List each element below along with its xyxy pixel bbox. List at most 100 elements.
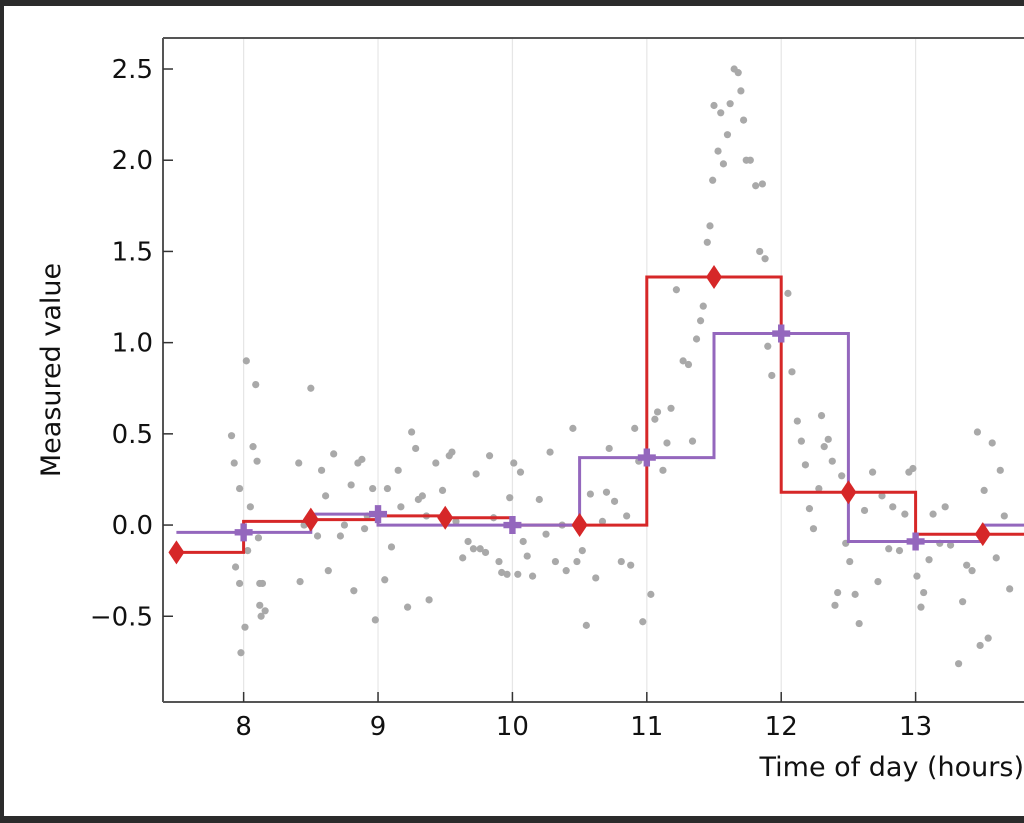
scatter-point — [618, 558, 625, 565]
scatter-point — [236, 580, 243, 587]
scatter-point — [482, 549, 489, 556]
scatter-point — [752, 182, 759, 189]
scatter-point — [802, 461, 809, 468]
scatter-point — [737, 87, 744, 94]
scatter-point — [861, 507, 868, 514]
scatter-point — [395, 467, 402, 474]
scatter-point — [717, 109, 724, 116]
scatter-point — [856, 620, 863, 627]
scatter-point — [503, 571, 510, 578]
scatter-point — [825, 436, 832, 443]
scatter-point — [756, 248, 763, 255]
scatter-point — [659, 467, 666, 474]
x-tick-label: 13 — [899, 712, 932, 742]
scatter-point — [925, 556, 932, 563]
y-tick-label: 2.0 — [112, 146, 153, 176]
scatter-point — [337, 532, 344, 539]
scatter-point — [693, 335, 700, 342]
scatter-point — [262, 607, 269, 614]
scatter-point — [981, 487, 988, 494]
scatter-point — [852, 591, 859, 598]
scatter-point — [963, 562, 970, 569]
scatter-point — [404, 604, 411, 611]
y-tick-label: 1.0 — [112, 329, 153, 359]
scatter-point — [959, 598, 966, 605]
x-tick-label: 9 — [370, 712, 387, 742]
scatter-point — [1001, 512, 1008, 519]
x-tick-label: 11 — [630, 712, 663, 742]
scatter-point — [256, 602, 263, 609]
scatter-point — [623, 512, 630, 519]
scatter-point — [369, 485, 376, 492]
figure-background — [4, 6, 1024, 816]
scatter-point — [697, 317, 704, 324]
scatter-point — [243, 357, 250, 364]
scatter-point — [296, 578, 303, 585]
scatter-point — [818, 412, 825, 419]
scatter-point — [735, 69, 742, 76]
scatter-point — [569, 425, 576, 432]
scatter-point — [448, 448, 455, 455]
scatter-point — [228, 432, 235, 439]
scatter-point — [244, 547, 251, 554]
scatter-point — [740, 116, 747, 123]
scatter-point — [470, 545, 477, 552]
scatter-point — [232, 563, 239, 570]
scatter-point — [419, 492, 426, 499]
scatter-point — [249, 443, 256, 450]
scatter-point — [247, 503, 254, 510]
scatter-point — [831, 602, 838, 609]
scatter-point — [993, 554, 1000, 561]
scatter-point — [794, 417, 801, 424]
scatter-point — [259, 580, 266, 587]
scatter-point — [920, 589, 927, 596]
scatter-point — [989, 439, 996, 446]
scatter-point — [896, 547, 903, 554]
scatter-point — [236, 485, 243, 492]
scatter-point — [517, 469, 524, 476]
scatter-point — [587, 490, 594, 497]
scatter-point — [495, 558, 502, 565]
scatter-point — [647, 591, 654, 598]
y-tick-label: 1.5 — [112, 237, 153, 267]
scatter-point — [700, 303, 707, 310]
scatter-point — [968, 567, 975, 574]
scatter-point — [255, 534, 262, 541]
scatter-point — [361, 525, 368, 532]
scatter-point — [350, 587, 357, 594]
scatter-point — [913, 573, 920, 580]
scatter-point — [486, 452, 493, 459]
scatter-point — [788, 368, 795, 375]
scatter-point — [977, 642, 984, 649]
scatter-point — [459, 554, 466, 561]
scatter-point — [846, 558, 853, 565]
scatter-point — [985, 635, 992, 642]
y-tick-label: −0.5 — [90, 602, 153, 632]
scatter-point — [506, 494, 513, 501]
scatter-point — [710, 102, 717, 109]
scatter-point — [874, 578, 881, 585]
scatter-point — [885, 545, 892, 552]
scatter-point — [761, 255, 768, 262]
x-axis-label: Time of day (hours) — [759, 752, 1024, 783]
scatter-point — [322, 492, 329, 499]
x-tick-label: 8 — [235, 712, 252, 742]
scatter-point — [821, 443, 828, 450]
scatter-point — [592, 574, 599, 581]
scatter-point — [869, 469, 876, 476]
scatter-point — [1006, 585, 1013, 592]
scatter-point — [464, 538, 471, 545]
scatter-point — [253, 458, 260, 465]
scatter-point — [917, 604, 924, 611]
y-tick-label: 0.5 — [112, 420, 153, 450]
scatter-point — [524, 552, 531, 559]
scatter-point — [606, 445, 613, 452]
scatter-point — [318, 467, 325, 474]
scatter-point — [348, 481, 355, 488]
scatter-point — [603, 489, 610, 496]
scatter-point — [529, 573, 536, 580]
scatter-point — [314, 532, 321, 539]
scatter-point — [439, 487, 446, 494]
scatter-point — [651, 416, 658, 423]
